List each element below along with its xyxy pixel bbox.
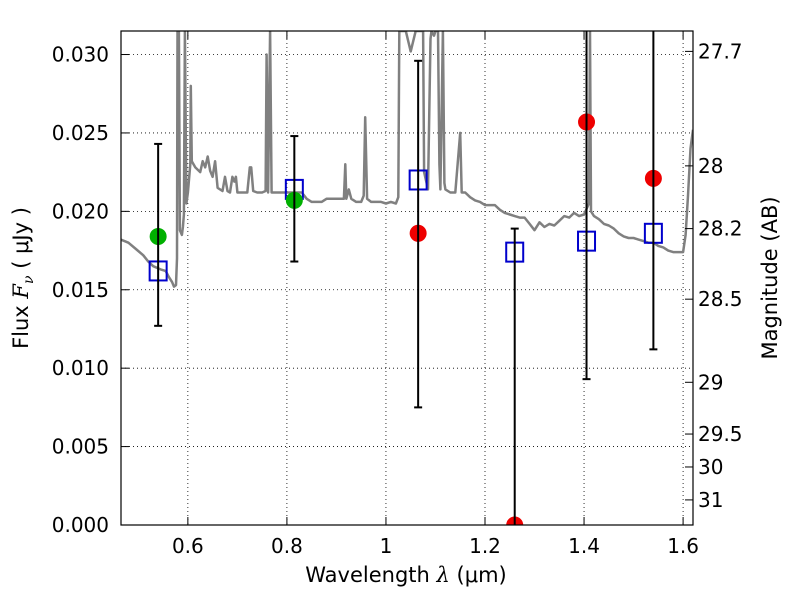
- ticks: 0.6 0.8 1 1.2 1.4 1.6 0.000 0.005 0.010 0.015 0.02…: [52, 31, 743, 558]
- magnitude-tick-label: 28.2: [698, 217, 743, 241]
- y-axis-label: Flux Fν ( μJy ): [9, 207, 37, 349]
- magnitude-tick-label: 29.5: [698, 422, 743, 446]
- secondary-y-axis-label: Magnitude (AB): [758, 196, 782, 359]
- x-tick-label: 1.6: [667, 534, 699, 558]
- error-bars: [154, 31, 658, 525]
- y-tick-label: 0.015: [52, 278, 109, 302]
- magnitude-tick-label: 29: [698, 370, 723, 394]
- magnitude-tick-label: 28: [698, 154, 723, 178]
- y-tick-label: 0.025: [52, 121, 109, 145]
- y-tick-label: 0.020: [52, 199, 109, 223]
- x-axis-label: Wavelength λ (μm): [305, 563, 506, 587]
- magnitude-tick-label: 28.5: [698, 287, 743, 311]
- y-tick-label: 0.005: [52, 435, 109, 459]
- x-tick-label: 1: [380, 534, 393, 558]
- magnitude-tick-label: 31: [698, 488, 723, 512]
- magnitude-tick-label: 27.7: [698, 39, 743, 63]
- magnitude-tick-label: 30: [698, 455, 723, 479]
- x-tick-label: 1.2: [469, 534, 501, 558]
- y-tick-label: 0.000: [52, 513, 109, 537]
- plot-frame: [120, 30, 694, 526]
- spectrum-line: [121, 31, 693, 288]
- y-tick-label: 0.010: [52, 356, 109, 380]
- x-tick-label: 0.8: [271, 534, 303, 558]
- y-tick-label: 0.030: [52, 43, 109, 67]
- x-tick-label: 0.6: [172, 534, 204, 558]
- x-tick-label: 1.4: [568, 534, 600, 558]
